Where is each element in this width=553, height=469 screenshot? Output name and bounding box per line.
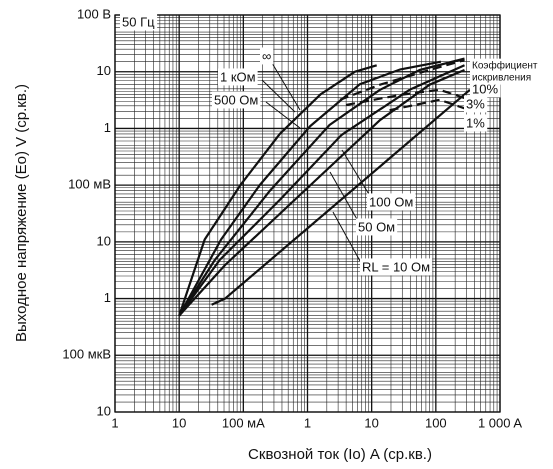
leader-line (332, 211, 361, 262)
series-line (178, 60, 442, 317)
series-line (339, 59, 465, 101)
x-tick-label: 10 (364, 415, 378, 430)
y-tick-label: 10 (97, 233, 111, 248)
annotation: искривления (472, 73, 531, 84)
y-tick-label: 10 (97, 63, 111, 78)
series-label: 1% (466, 115, 485, 130)
label-background (464, 114, 488, 132)
y-tick-label: 10 (97, 403, 111, 418)
series-label: 10% (472, 81, 498, 96)
leader-line (265, 101, 301, 129)
x-tick-label: 100 мA (222, 415, 265, 430)
leader-line (329, 171, 359, 222)
annotation: 50 Гц (122, 14, 155, 29)
y-tick-label: 1 (104, 120, 111, 135)
label-background (464, 95, 488, 113)
y-tick-label: 100 мВ (68, 177, 111, 192)
x-tick-label: 10 (172, 415, 186, 430)
x-tick-label: 1 000 A (478, 415, 522, 430)
series-label: RL = 10 Ом (362, 259, 430, 274)
series-line (178, 68, 465, 317)
series-line (211, 88, 471, 306)
series-label: 3% (466, 96, 485, 111)
series-label: 1 кОм (220, 69, 256, 84)
annotation-background (470, 71, 534, 85)
series-label: 50 Ом (358, 219, 395, 234)
y-axis-title: Выходное напряжение (Eo) V (ср.кв.) (13, 84, 30, 342)
label-background (367, 193, 416, 211)
leader-line (271, 62, 301, 111)
series-label: ∞ (262, 48, 271, 63)
series-label: 100 Ом (369, 194, 413, 209)
label-background (470, 80, 501, 98)
x-axis-title: Сквозной ток (Io) A (ср.кв.) (248, 446, 432, 463)
y-tick-label: 100 В (77, 6, 111, 21)
x-tick-label: 1 (111, 415, 118, 430)
leader-line (341, 149, 371, 197)
y-tick-label: 100 мкВ (62, 347, 111, 362)
label-background (260, 47, 274, 65)
x-tick-label: 100 (425, 415, 447, 430)
leader-line (261, 79, 296, 113)
series-line (178, 57, 465, 317)
label-background (212, 91, 261, 109)
plot-frame (114, 14, 501, 413)
annotation-background (120, 13, 158, 31)
label-background (356, 218, 398, 236)
annotation-background (470, 58, 540, 73)
annotation: Коэффициент (472, 60, 538, 72)
series-line (389, 98, 471, 112)
label-background (218, 68, 258, 86)
series-label: 500 Ом (214, 92, 258, 107)
series-line (178, 64, 465, 317)
series-line (345, 88, 471, 106)
x-tick-label: 1 (304, 415, 311, 430)
y-tick-label: 1 (104, 290, 111, 305)
label-background (360, 258, 433, 276)
series-line (178, 64, 378, 316)
